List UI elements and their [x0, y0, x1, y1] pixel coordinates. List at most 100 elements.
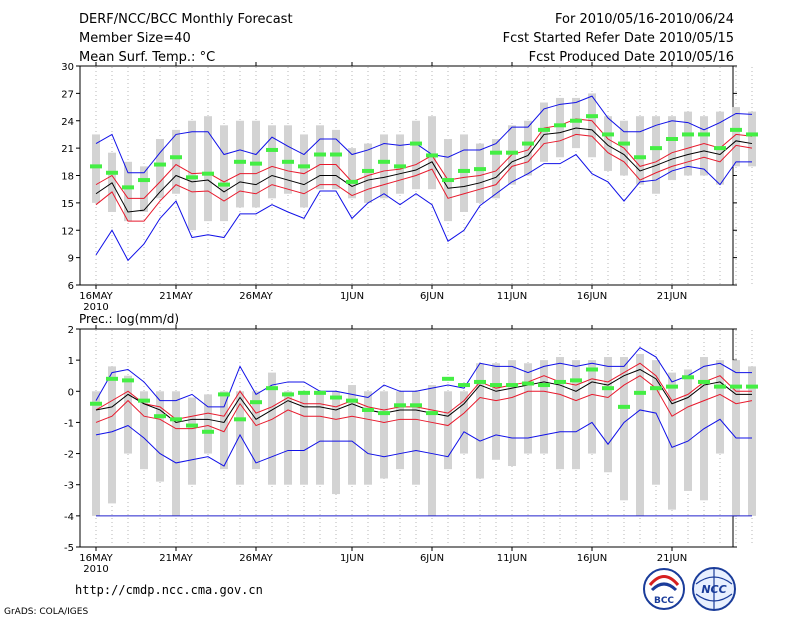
precip-ytick-label: -2 [64, 450, 74, 461]
precip-obs-marker [186, 423, 198, 428]
temp-obs-marker [426, 153, 438, 158]
precip-xtick-label: 11JUN [497, 553, 527, 564]
precip-obs-marker [218, 392, 230, 397]
precip-range-box [364, 391, 372, 485]
precip-obs-marker [458, 383, 470, 388]
precip-range-box [284, 391, 292, 485]
temp-series-min [95, 153, 752, 262]
temp-range-box [428, 116, 436, 190]
temp-obs-marker [298, 164, 310, 169]
temp-obs-marker [218, 182, 230, 187]
temp-range-box [668, 116, 676, 181]
precip-obs-marker [90, 401, 102, 406]
precip-range-box [540, 360, 548, 454]
temp-range-box [748, 111, 756, 167]
temp-range-box [636, 116, 644, 185]
precip-obs-marker [442, 376, 454, 381]
precip-xtick-label: 2010 [83, 564, 108, 575]
temp-ytick-label: 12 [61, 226, 74, 237]
temp-range-box [92, 134, 100, 203]
ncc-logo: NCC [692, 567, 736, 611]
forecast-produced: Fcst Produced Date 2010/05/16 [529, 50, 734, 65]
precip-obs-marker [634, 390, 646, 395]
precip-range-box [716, 360, 724, 454]
precip-range-box [428, 385, 436, 516]
temp-ytick-label: 9 [68, 254, 74, 265]
temp-obs-marker [154, 162, 166, 167]
temp-range-box [604, 116, 612, 171]
precip-range-box [652, 360, 660, 485]
temp-obs-marker [314, 152, 326, 157]
precip-range-box [412, 391, 420, 485]
precip-range-box [156, 391, 164, 482]
temp-range-box [476, 143, 484, 203]
temp-range-box [156, 139, 164, 199]
precip-obs-marker [298, 390, 310, 395]
precip-range-box [636, 353, 644, 516]
temp-range-box [284, 125, 292, 194]
temp-xtick-label: 26MAY [239, 291, 273, 302]
temp-range-box [412, 120, 420, 190]
precip-ytick-label: 1 [68, 356, 74, 367]
temp-obs-marker [602, 132, 614, 137]
temp-range-box [492, 139, 500, 199]
temp-obs-marker [362, 168, 374, 173]
temp-obs-marker [346, 179, 358, 184]
member-size: Member Size=40 [79, 31, 191, 46]
temp-ytick-label: 21 [61, 144, 74, 155]
temp-obs-marker [234, 159, 246, 164]
precip-range-box [396, 391, 404, 470]
temp-obs-marker [410, 141, 422, 146]
precip-obs-marker [170, 417, 182, 422]
temp-range-box [220, 125, 228, 222]
temp-ytick-label: 18 [61, 172, 74, 183]
precip-obs-marker [362, 407, 374, 412]
temp-ytick-label: 15 [61, 199, 74, 210]
temp-obs-marker [442, 178, 454, 183]
precip-obs-marker [330, 395, 342, 400]
precip-range-box [460, 391, 468, 454]
precip-obs-marker [522, 381, 534, 386]
temp-range-box [124, 161, 132, 222]
temp-obs-marker [282, 159, 294, 164]
temp-range-box [540, 102, 548, 162]
temp-xtick-label: 2010 [83, 302, 108, 313]
precip-ytick-label: 2 [68, 325, 74, 336]
svg-text:BCC: BCC [654, 596, 674, 606]
precip-range-box [220, 391, 228, 470]
temp-obs-marker [698, 132, 710, 137]
precip-obs-marker [714, 384, 726, 389]
temp-range-box [588, 93, 596, 158]
precip-obs-marker [282, 392, 294, 397]
temp-obs-marker [394, 164, 406, 169]
temp-obs-marker [538, 127, 550, 132]
precip-range-box [188, 397, 196, 485]
source-url[interactable]: http://cmdp.ncc.cma.gov.cn [75, 583, 263, 597]
temp-xtick-label: 21MAY [159, 291, 193, 302]
temp-obs-marker [666, 137, 678, 141]
temp-range-box [460, 134, 468, 212]
temp-range-box [652, 116, 660, 194]
temp-obs-marker [378, 159, 390, 164]
temp-range-box [364, 143, 372, 203]
precip-range-box [332, 391, 340, 495]
temp-range-box [524, 120, 532, 176]
temp-ytick-label: 30 [61, 62, 74, 73]
temp-range-box [380, 134, 388, 199]
precip-range-box [252, 391, 260, 470]
temp-obs-marker [106, 170, 118, 175]
precip-obs-marker [650, 386, 662, 391]
precip-label: Prec.: log(mm/d) [79, 312, 179, 326]
precip-obs-marker [586, 367, 598, 372]
temp-range-box [556, 97, 564, 158]
temp-obs-marker [474, 167, 486, 172]
precip-obs-marker [538, 383, 550, 388]
precip-range-box [348, 385, 356, 485]
precip-range-box [572, 360, 580, 470]
precip-obs-marker [474, 379, 486, 384]
temp-ytick-label: 6 [68, 281, 74, 292]
precip-obs-marker [554, 379, 566, 384]
precip-obs-marker [314, 390, 326, 395]
precip-range-box [748, 366, 756, 516]
precip-series-p75 [95, 362, 752, 420]
